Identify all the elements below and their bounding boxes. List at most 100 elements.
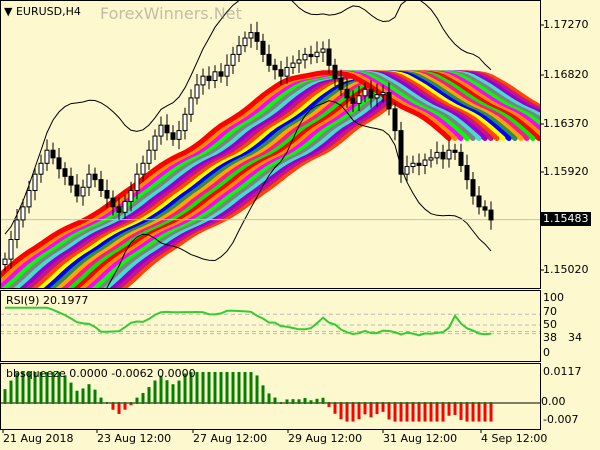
squeeze-dot	[64, 402, 66, 404]
histogram-bar	[387, 403, 391, 420]
histogram-bar	[147, 387, 151, 403]
candle-body	[434, 151, 440, 159]
ma-ribbon-line	[0, 70, 458, 285]
squeeze-dot	[280, 402, 282, 404]
candle-body	[356, 95, 362, 104]
squeeze-dot	[16, 402, 18, 404]
histogram-bar	[477, 403, 481, 422]
histogram-bar	[225, 372, 229, 403]
candle-body	[446, 149, 452, 160]
ma-ribbon-line	[29, 70, 500, 288]
panel-frames	[0, 0, 544, 433]
histogram-bar	[459, 403, 463, 420]
histogram-bar	[315, 398, 319, 403]
histogram-bar	[249, 372, 253, 403]
squeeze-dot	[226, 402, 228, 404]
squeeze-dot	[406, 402, 408, 404]
rsi-line	[5, 306, 492, 337]
candle-body	[50, 149, 56, 159]
rsi-title: RSI(9) 20.1977	[6, 294, 89, 307]
histogram-bar	[375, 403, 379, 415]
squeeze-dot	[10, 402, 12, 404]
histogram-bar	[261, 385, 265, 403]
squeeze-dot	[58, 402, 60, 404]
price-label: 1.15020	[543, 263, 589, 276]
candle-body	[326, 48, 332, 66]
ma-ribbon-line	[101, 70, 540, 288]
histogram-bar	[39, 372, 43, 403]
candle-body	[404, 166, 410, 175]
squeeze-dot	[28, 402, 30, 404]
candle-body	[272, 64, 278, 71]
price-label: 1.16820	[543, 68, 589, 81]
candle-body	[416, 162, 422, 166]
candle-body	[284, 66, 290, 77]
histogram-bar	[3, 389, 7, 403]
candle-body	[110, 197, 116, 208]
candle-body	[308, 53, 314, 58]
candle-body	[68, 175, 74, 186]
squeeze-dot	[178, 402, 180, 404]
rsi-axis-label: 100	[543, 291, 564, 304]
watermark: ForexWinners.Net	[100, 4, 242, 23]
candle-body	[218, 71, 224, 77]
squeeze-dot	[76, 402, 78, 404]
candle-body	[14, 219, 20, 241]
candle-body	[386, 92, 392, 110]
histogram-bar	[303, 397, 307, 403]
squeeze-dot	[400, 402, 402, 404]
candle-body	[32, 173, 38, 192]
squeeze-dot	[88, 402, 90, 404]
dropdown-triangle-icon[interactable]: ▼	[4, 5, 13, 18]
symbol-title[interactable]: ▼ EURUSD,H4	[4, 6, 81, 18]
histogram-bar	[57, 372, 61, 403]
histogram-bar	[339, 403, 343, 420]
squeeze-dot	[4, 402, 6, 404]
candle-body	[428, 157, 434, 161]
squeeze-dot	[232, 402, 234, 404]
histogram-bar	[141, 392, 145, 403]
candle-body	[470, 179, 476, 197]
ma-ribbon-line	[107, 70, 540, 288]
squeeze-dot	[376, 402, 378, 404]
squeeze-dot	[472, 402, 474, 404]
histogram-bar	[189, 372, 193, 403]
time-label: 31 Aug 12:00	[383, 432, 458, 445]
histogram-bar	[393, 403, 397, 422]
histogram-bar	[411, 403, 415, 422]
squeeze-dot	[256, 402, 258, 404]
candle-body	[230, 53, 236, 66]
squeeze-dot	[160, 402, 162, 404]
histogram-bar	[237, 372, 241, 403]
candle-body	[224, 64, 230, 77]
squeeze-dot	[46, 402, 48, 404]
candle-body	[374, 94, 380, 99]
histogram-bar	[129, 403, 133, 406]
histogram-bar	[27, 372, 31, 403]
squeeze-dot	[322, 402, 324, 404]
histogram-bar	[429, 403, 433, 422]
candle-body	[296, 59, 302, 64]
histogram-bar	[21, 372, 25, 403]
candle-body	[92, 173, 98, 181]
squeeze-dot	[94, 402, 96, 404]
histogram-bar	[267, 393, 271, 403]
candle-body	[260, 40, 266, 55]
squeeze-dot	[436, 402, 438, 404]
histogram-bar	[195, 372, 199, 403]
candle-body	[86, 173, 92, 188]
candle-body	[320, 48, 326, 53]
squeeze-dot	[40, 402, 42, 404]
ma-ribbon-line	[23, 70, 494, 288]
squeeze-dot	[22, 402, 24, 404]
candle-body	[26, 190, 32, 208]
ma-ribbon-line	[113, 70, 540, 288]
squeeze-dot	[346, 402, 348, 404]
squeeze-dot	[298, 402, 300, 404]
lower-band-line	[106, 100, 492, 288]
candle-body	[152, 135, 158, 151]
histogram-bar	[9, 380, 13, 403]
ma-ribbon-line	[41, 70, 512, 288]
candle-body	[266, 53, 272, 66]
